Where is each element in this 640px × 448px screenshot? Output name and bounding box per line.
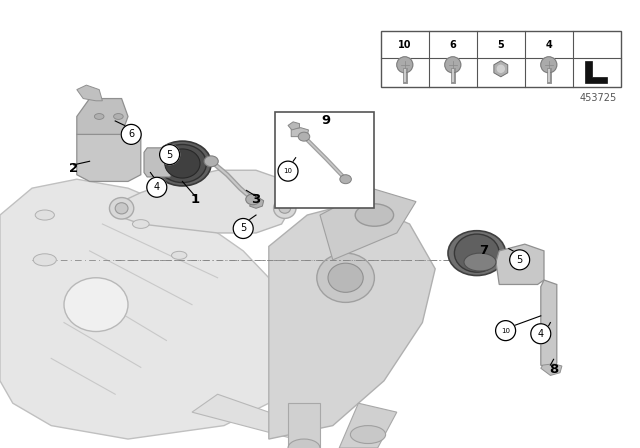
Ellipse shape <box>154 141 211 186</box>
Circle shape <box>541 57 557 73</box>
Ellipse shape <box>204 156 218 167</box>
Ellipse shape <box>33 254 56 266</box>
Text: 8: 8 <box>549 363 558 376</box>
Text: 5: 5 <box>497 40 504 50</box>
Text: 7: 7 <box>479 244 488 258</box>
Text: 10: 10 <box>398 40 412 50</box>
Polygon shape <box>288 122 300 130</box>
Text: 453725: 453725 <box>580 93 617 103</box>
Ellipse shape <box>172 251 187 259</box>
Polygon shape <box>585 61 607 83</box>
Ellipse shape <box>109 198 134 219</box>
Ellipse shape <box>355 204 394 226</box>
Polygon shape <box>494 61 508 77</box>
Text: 10: 10 <box>501 327 510 334</box>
Text: 1: 1 <box>191 193 200 206</box>
Polygon shape <box>291 128 308 137</box>
Circle shape <box>497 65 504 72</box>
Ellipse shape <box>246 194 260 205</box>
Text: 4: 4 <box>545 40 552 50</box>
Circle shape <box>397 57 413 73</box>
Circle shape <box>531 324 551 344</box>
Text: 10: 10 <box>284 168 292 174</box>
Text: 5: 5 <box>166 150 173 159</box>
Text: 4: 4 <box>538 329 544 339</box>
Polygon shape <box>0 179 294 439</box>
Bar <box>275 112 374 208</box>
Polygon shape <box>77 128 141 181</box>
Ellipse shape <box>165 149 200 178</box>
Ellipse shape <box>328 263 364 293</box>
Text: 6: 6 <box>449 40 456 50</box>
Polygon shape <box>541 364 562 375</box>
Polygon shape <box>77 85 102 101</box>
Polygon shape <box>144 148 173 177</box>
Circle shape <box>159 145 180 164</box>
Polygon shape <box>541 280 557 370</box>
Polygon shape <box>496 244 544 284</box>
Ellipse shape <box>95 114 104 120</box>
Text: 5: 5 <box>240 224 246 233</box>
Text: 2: 2 <box>69 161 78 175</box>
Polygon shape <box>288 403 320 448</box>
Ellipse shape <box>340 175 351 184</box>
Text: 6: 6 <box>128 129 134 139</box>
Circle shape <box>147 177 167 197</box>
Bar <box>381 31 621 87</box>
Ellipse shape <box>448 231 506 276</box>
Circle shape <box>121 125 141 144</box>
Ellipse shape <box>64 278 128 332</box>
Polygon shape <box>77 99 128 134</box>
Ellipse shape <box>114 114 123 120</box>
Polygon shape <box>115 170 294 233</box>
Ellipse shape <box>132 220 149 228</box>
Text: 9: 9 <box>322 114 331 128</box>
Ellipse shape <box>115 202 128 214</box>
Circle shape <box>233 219 253 238</box>
Ellipse shape <box>317 253 374 302</box>
Polygon shape <box>250 198 264 208</box>
Circle shape <box>278 161 298 181</box>
Ellipse shape <box>298 132 310 141</box>
Polygon shape <box>320 188 416 260</box>
Circle shape <box>445 57 461 73</box>
Circle shape <box>509 250 530 270</box>
Polygon shape <box>269 202 435 439</box>
Ellipse shape <box>351 426 385 444</box>
Text: 5: 5 <box>516 255 523 265</box>
Polygon shape <box>192 394 307 439</box>
Ellipse shape <box>454 234 499 272</box>
Polygon shape <box>339 403 397 448</box>
Ellipse shape <box>464 253 496 271</box>
Text: 3: 3 <box>252 193 260 206</box>
Ellipse shape <box>274 198 296 219</box>
Circle shape <box>495 321 516 340</box>
Ellipse shape <box>158 144 206 183</box>
Ellipse shape <box>279 203 291 213</box>
Ellipse shape <box>35 210 54 220</box>
Ellipse shape <box>288 439 320 448</box>
Text: 4: 4 <box>154 182 160 192</box>
